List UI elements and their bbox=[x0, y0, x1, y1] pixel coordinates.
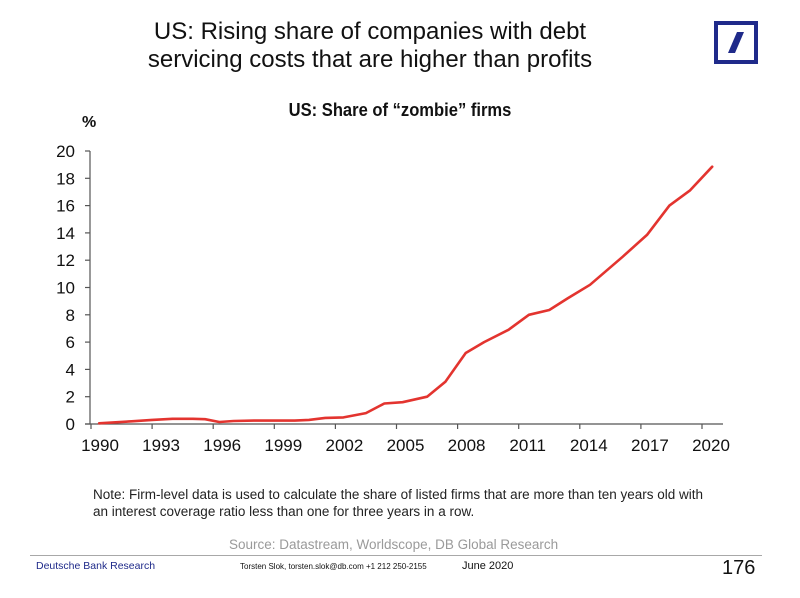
slide-title-line2: servicing costs that are higher than pro… bbox=[147, 46, 593, 73]
page-number: 176 bbox=[722, 557, 756, 579]
x-tick-label: 2011 bbox=[509, 436, 546, 455]
y-tick-label: 6 bbox=[66, 333, 75, 352]
zombie-share-line bbox=[97, 165, 714, 425]
x-tick-label: 2017 bbox=[631, 436, 669, 455]
y-tick-label: 4 bbox=[66, 360, 75, 379]
y-tick-label: 2 bbox=[66, 388, 75, 407]
x-tick-label: 2020 bbox=[692, 436, 730, 455]
footer-brand: Deutsche Bank Research bbox=[36, 560, 156, 572]
slide-title: US: Rising share of companies with debt … bbox=[100, 18, 640, 74]
y-tick-label: 0 bbox=[66, 415, 75, 434]
source-text: Source: Datastream, Worldscope, DB Globa… bbox=[229, 537, 559, 552]
y-axis-unit: % bbox=[82, 114, 97, 131]
y-tick-label: 14 bbox=[56, 224, 75, 243]
footer-date: June 2020 bbox=[462, 560, 514, 572]
y-tick-label: 20 bbox=[56, 142, 75, 161]
x-tick-label: 2002 bbox=[325, 436, 363, 455]
slide-title-line1: US: Rising share of companies with debt bbox=[153, 18, 587, 45]
note-line1: Note: Firm-level data is used to calcula… bbox=[93, 487, 704, 502]
x-tick-label: 1999 bbox=[264, 436, 302, 455]
y-tick-label: 10 bbox=[56, 279, 75, 298]
x-tick-label: 2005 bbox=[387, 436, 425, 455]
x-tick-label: 1993 bbox=[142, 436, 180, 455]
y-tick-label: 16 bbox=[56, 197, 75, 216]
x-tick-label: 2014 bbox=[570, 436, 608, 455]
footer-contact: Torsten Slok, torsten.slok@db.com +1 212… bbox=[240, 562, 427, 571]
y-tick-label: 18 bbox=[56, 169, 75, 188]
y-tick-label: 12 bbox=[56, 251, 75, 270]
note-line2: an interest coverage ratio less than one… bbox=[93, 504, 475, 519]
chart-axes: 0 2 4 6 8 10 12 14 16 18 20 1990 1993 1996 1999 2002 200… bbox=[56, 142, 730, 455]
x-tick-label: 2008 bbox=[448, 436, 486, 455]
y-tick-label: 8 bbox=[66, 306, 75, 325]
x-tick-label: 1996 bbox=[203, 436, 241, 455]
x-tick-label: 1990 bbox=[81, 436, 119, 455]
deutsche-bank-logo-icon bbox=[714, 21, 758, 64]
chart-title: US: Share of “zombie” firms bbox=[288, 100, 512, 120]
footer-divider bbox=[30, 555, 762, 556]
chart-note: Note: Firm-level data is used to calcula… bbox=[93, 486, 773, 520]
